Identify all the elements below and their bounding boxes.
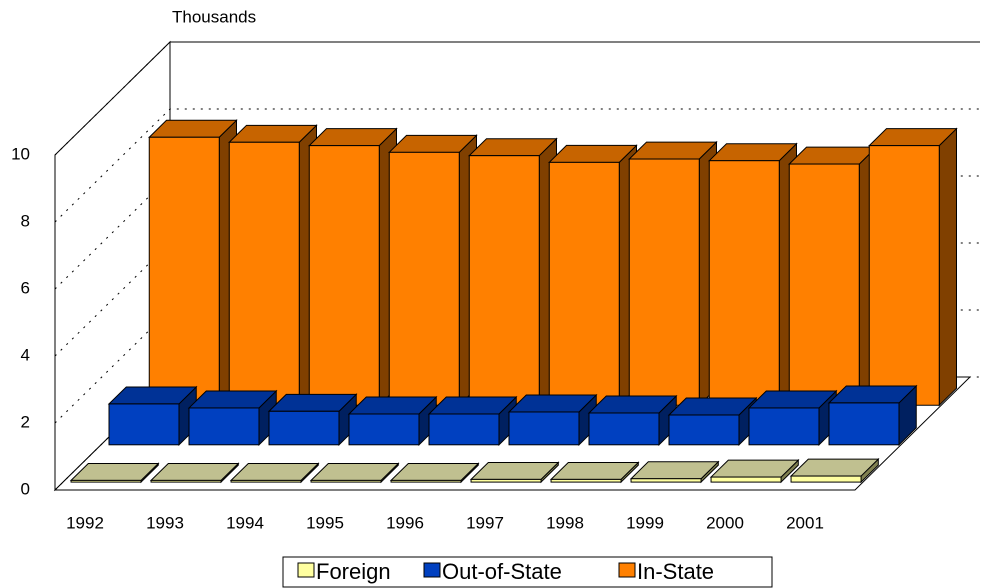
bar xyxy=(628,140,718,407)
bar xyxy=(69,462,160,484)
legend-label: Out-of-State xyxy=(442,559,562,584)
bar xyxy=(549,461,640,484)
bar xyxy=(107,385,198,446)
grid-line xyxy=(54,108,980,223)
bar xyxy=(469,461,560,484)
bar-front xyxy=(708,160,780,406)
y-tick-label: 8 xyxy=(21,211,30,230)
bar-front xyxy=(630,478,702,483)
bar xyxy=(507,393,598,446)
bar-front xyxy=(748,407,820,446)
x-tick-label: 1997 xyxy=(466,513,504,532)
y-axis-label: Thousands xyxy=(172,7,256,26)
legend-swatch xyxy=(297,562,315,578)
bar-front xyxy=(508,411,580,446)
bar-front xyxy=(428,413,500,446)
bar xyxy=(148,119,238,407)
bar xyxy=(868,127,958,407)
x-tick-label: 1992 xyxy=(66,513,104,532)
bar xyxy=(347,395,438,446)
bar-front xyxy=(308,145,380,406)
bar xyxy=(709,458,800,484)
bar xyxy=(788,145,878,407)
bar xyxy=(149,462,240,484)
x-tick-label: 1999 xyxy=(626,513,664,532)
bar xyxy=(548,144,638,407)
bar-front xyxy=(790,475,862,483)
x-tick-label: 1998 xyxy=(546,513,584,532)
bar xyxy=(228,124,318,407)
bar xyxy=(308,127,398,407)
bar xyxy=(629,460,720,484)
bar-front xyxy=(310,479,382,483)
bar-front xyxy=(628,158,700,406)
bar-front xyxy=(148,136,220,406)
bar xyxy=(187,389,278,446)
bar xyxy=(267,393,358,446)
x-tick-label: 1993 xyxy=(146,513,184,532)
bar-front xyxy=(550,478,622,483)
bar-front xyxy=(868,145,940,406)
y-tick-label: 6 xyxy=(21,278,30,297)
bar-front xyxy=(668,414,740,446)
bar-front xyxy=(468,155,540,406)
y-tick-label: 4 xyxy=(21,345,30,364)
bar-front xyxy=(108,403,180,446)
bar-front xyxy=(188,407,260,446)
legend-label: Foreign xyxy=(316,559,391,584)
bar-front xyxy=(150,479,222,483)
bar xyxy=(468,137,558,407)
bar xyxy=(389,462,480,484)
bar-front xyxy=(828,402,900,446)
bar-side xyxy=(938,127,957,407)
bar-front xyxy=(70,479,142,483)
bar xyxy=(427,395,518,446)
bar-front xyxy=(710,476,782,483)
bar xyxy=(708,142,798,407)
x-tick-label: 1994 xyxy=(226,513,264,532)
bar-front xyxy=(470,478,542,483)
bar-front xyxy=(268,410,340,446)
bar-front xyxy=(388,151,460,406)
bar xyxy=(827,384,918,446)
bar-front xyxy=(348,413,420,446)
x-tick-label: 1996 xyxy=(386,513,424,532)
bar xyxy=(587,394,678,446)
bar xyxy=(667,396,758,446)
legend-label: In-State xyxy=(637,559,714,584)
legend-swatch xyxy=(618,562,636,578)
bar-front xyxy=(230,479,302,483)
bar-front xyxy=(228,141,300,406)
bar xyxy=(309,462,400,484)
bar xyxy=(388,134,478,407)
bar-front xyxy=(588,412,660,446)
x-tick-label: 1995 xyxy=(306,513,344,532)
bar xyxy=(747,389,838,446)
y-tick-label: 10 xyxy=(11,144,30,163)
bar-front xyxy=(788,163,860,406)
legend xyxy=(282,556,773,588)
grid-line xyxy=(54,41,980,156)
bar xyxy=(229,462,320,484)
y-tick-label: 2 xyxy=(21,412,30,431)
x-tick-label: 2001 xyxy=(786,513,824,532)
bar xyxy=(789,457,880,484)
bar-front xyxy=(548,161,620,406)
legend-swatch xyxy=(423,562,441,578)
x-tick-label: 2000 xyxy=(706,513,744,532)
bar-front xyxy=(390,479,462,483)
y-tick-label: 0 xyxy=(21,479,30,498)
